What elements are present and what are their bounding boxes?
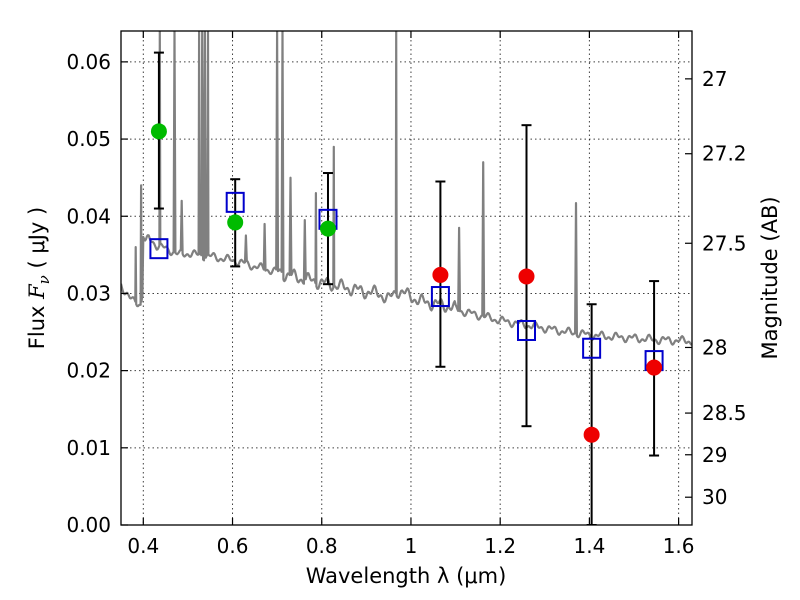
right-tick-label: 28 [702,335,727,359]
x-tick-label: 1.6 [663,534,695,558]
right-tick-label: 30 [702,485,727,509]
y-axis-title-prefix: Flux [25,299,49,349]
x-tick-label: 1.2 [484,534,516,558]
model-square-marker [430,286,450,308]
y-tick-label: 0.06 [66,50,111,74]
x-tick-label: 0.8 [306,534,338,558]
y-tick-label: 0.02 [66,359,111,383]
y-axis-title-unit: ( μJy ) [25,207,49,275]
green-data-point [150,123,167,140]
red-data-point [432,266,449,283]
y-tick-label: 0.00 [66,513,111,537]
y-tick-label: 0.04 [66,204,111,228]
y-axis-title: Flux Fν ( μJy ) [25,207,53,349]
right-tick-label: 27.2 [702,142,747,166]
right-tick-label: 27 [702,67,727,91]
model-square-marker [582,337,602,359]
x-tick-label: 0.6 [217,534,249,558]
y-axis-title-variable: F [25,283,49,300]
right-tick-label: 27.5 [702,231,747,255]
model-square-marker [149,238,169,260]
model-square-marker [516,319,536,341]
data-markers [149,123,664,443]
axis-ticks: 0.4 0.6 0.8 1 1.2 1.4 1.6 0.00 0.01 0.02 0.03 0.04 0… [66,31,747,558]
y-tick-label: 0.01 [66,436,111,460]
red-data-point [518,268,535,285]
x-tick-label: 0.4 [127,534,159,558]
right-axis-title: Magnitude (AB) [758,196,782,359]
right-tick-label: 28.5 [702,401,747,425]
green-data-point [227,214,244,231]
x-axis-title: Wavelength λ (μm) [306,564,507,588]
x-tick-label: 1 [405,534,418,558]
red-data-point [583,426,600,443]
x-tick-label: 1.4 [573,534,605,558]
red-data-point [646,359,663,376]
plot-frame [120,30,693,526]
green-data-point [319,220,336,237]
y-axis-title-subscript: ν [35,275,53,284]
right-tick-label: 29 [702,443,727,467]
y-tick-label: 0.03 [66,281,111,305]
model-square-marker [225,191,245,213]
y-tick-label: 0.05 [66,127,111,151]
